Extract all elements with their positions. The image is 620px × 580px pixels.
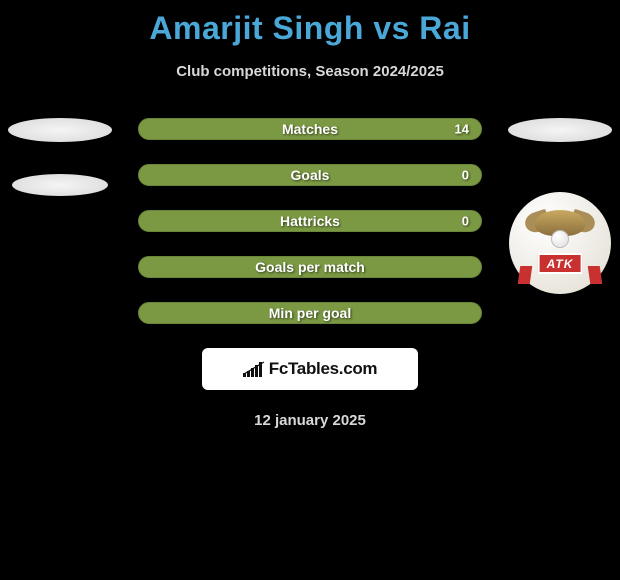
stat-row-matches: Matches 14 (138, 118, 482, 140)
stat-right-value: 0 (462, 168, 469, 183)
comparison-chart: ATK Matches 14 Goals 0 Hattricks 0 Goals… (0, 118, 620, 429)
left-player-badges (8, 118, 112, 228)
stat-label: Min per goal (269, 305, 351, 321)
page-subtitle: Club competitions, Season 2024/2025 (0, 63, 620, 80)
stat-label: Goals (291, 167, 330, 183)
placeholder-badge-icon (12, 174, 108, 196)
stat-right-value: 0 (462, 214, 469, 229)
stat-row-min-per-goal: Min per goal (138, 302, 482, 324)
source-logo: FcTables.com (202, 348, 418, 390)
stat-label: Hattricks (280, 213, 340, 229)
page-title: Amarjit Singh vs Rai (0, 0, 620, 47)
right-player-badges: ATK (508, 118, 612, 294)
stat-row-goals: Goals 0 (138, 164, 482, 186)
source-logo-text: FcTables.com (269, 359, 378, 379)
stat-row-hattricks: Hattricks 0 (138, 210, 482, 232)
placeholder-badge-icon (8, 118, 112, 142)
club-badge-atk-icon: ATK (509, 192, 611, 294)
stat-row-goals-per-match: Goals per match (138, 256, 482, 278)
club-badge-label: ATK (538, 253, 583, 274)
placeholder-badge-icon (508, 118, 612, 142)
stat-right-value: 14 (455, 122, 469, 137)
stat-label: Matches (282, 121, 338, 137)
stat-bars: Matches 14 Goals 0 Hattricks 0 Goals per… (138, 118, 482, 324)
stat-label: Goals per match (255, 259, 365, 275)
snapshot-date: 12 january 2025 (0, 412, 620, 429)
bar-chart-icon (243, 361, 265, 377)
